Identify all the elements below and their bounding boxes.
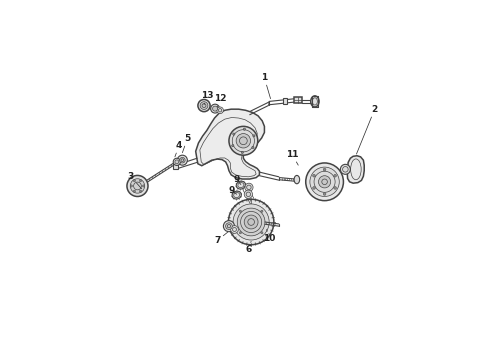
- Circle shape: [313, 186, 316, 189]
- Circle shape: [140, 180, 142, 182]
- Bar: [173, 163, 178, 169]
- Text: 9: 9: [234, 175, 241, 185]
- Circle shape: [236, 134, 250, 148]
- Circle shape: [245, 183, 253, 192]
- Text: 1: 1: [261, 73, 270, 99]
- Ellipse shape: [311, 96, 319, 107]
- Circle shape: [127, 175, 148, 197]
- Circle shape: [229, 126, 258, 155]
- Circle shape: [173, 158, 180, 166]
- Text: 12: 12: [214, 94, 226, 107]
- Circle shape: [243, 128, 245, 130]
- Text: 6: 6: [245, 242, 251, 254]
- Circle shape: [323, 193, 326, 195]
- Text: 9: 9: [228, 186, 237, 195]
- Circle shape: [200, 102, 208, 109]
- Circle shape: [253, 135, 255, 137]
- Circle shape: [223, 221, 235, 232]
- Circle shape: [261, 232, 263, 234]
- Circle shape: [334, 174, 337, 177]
- Circle shape: [239, 210, 242, 212]
- Circle shape: [133, 180, 136, 182]
- Circle shape: [140, 190, 142, 192]
- Circle shape: [261, 210, 263, 212]
- Text: 5: 5: [182, 134, 191, 153]
- Circle shape: [318, 176, 331, 188]
- Text: 7: 7: [214, 232, 227, 245]
- Text: 13: 13: [201, 91, 214, 105]
- Circle shape: [225, 223, 232, 229]
- Bar: [294, 97, 302, 103]
- Circle shape: [177, 155, 187, 165]
- Text: 3: 3: [127, 172, 142, 189]
- Circle shape: [306, 163, 343, 201]
- Circle shape: [310, 167, 339, 197]
- Text: 2: 2: [356, 105, 378, 154]
- Circle shape: [244, 215, 258, 229]
- Polygon shape: [347, 156, 364, 183]
- Circle shape: [213, 106, 218, 111]
- Circle shape: [180, 157, 185, 163]
- Circle shape: [233, 133, 235, 135]
- Text: 4: 4: [175, 141, 182, 157]
- Circle shape: [217, 107, 223, 114]
- Circle shape: [232, 145, 234, 147]
- Circle shape: [198, 99, 210, 112]
- Circle shape: [239, 232, 242, 234]
- Bar: [283, 98, 287, 104]
- Circle shape: [175, 160, 179, 164]
- Circle shape: [130, 185, 132, 187]
- Circle shape: [231, 226, 238, 233]
- Ellipse shape: [294, 175, 300, 184]
- Text: 10: 10: [263, 229, 275, 243]
- Circle shape: [244, 190, 252, 198]
- Circle shape: [241, 151, 244, 153]
- Polygon shape: [196, 109, 265, 179]
- Ellipse shape: [232, 191, 242, 199]
- Circle shape: [233, 204, 269, 240]
- Text: 11: 11: [286, 150, 298, 165]
- Circle shape: [341, 164, 350, 174]
- Circle shape: [133, 190, 136, 192]
- Ellipse shape: [236, 181, 245, 189]
- Circle shape: [237, 208, 265, 236]
- Circle shape: [323, 168, 326, 171]
- Circle shape: [334, 186, 337, 189]
- Circle shape: [252, 147, 254, 149]
- Circle shape: [211, 104, 220, 113]
- Circle shape: [228, 199, 274, 245]
- Circle shape: [313, 174, 316, 177]
- Circle shape: [143, 185, 145, 187]
- Circle shape: [130, 179, 145, 193]
